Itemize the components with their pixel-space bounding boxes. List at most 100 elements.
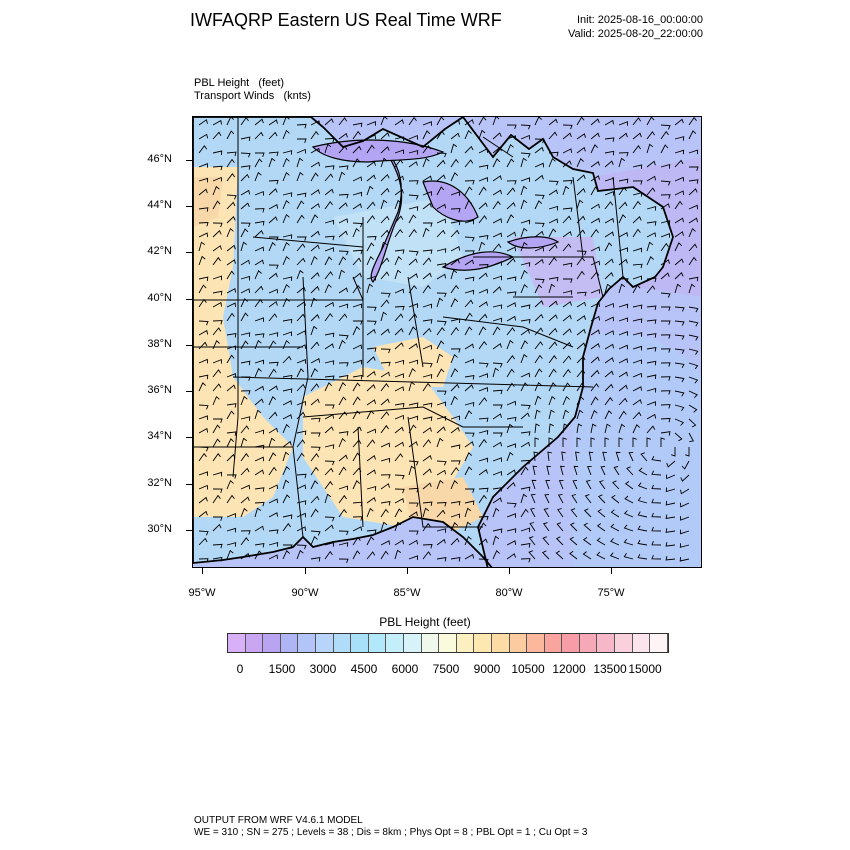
wind-barb xyxy=(380,271,390,280)
wind-barbs xyxy=(198,117,699,564)
wind-barb xyxy=(666,460,676,468)
wind-barb xyxy=(408,313,418,322)
wind-barb xyxy=(492,528,503,534)
wind-barb xyxy=(240,228,249,238)
wind-barb xyxy=(422,284,431,294)
colorbar-swatch xyxy=(280,634,299,652)
wind-barb xyxy=(660,334,671,339)
wind-barb xyxy=(478,522,487,532)
wind-barb xyxy=(618,423,626,434)
colorbar-swatch xyxy=(386,634,404,652)
wind-barb xyxy=(394,474,405,480)
wind-barb xyxy=(338,374,349,380)
wind-barb xyxy=(548,368,557,378)
wind-barb xyxy=(506,327,516,336)
wind-barb xyxy=(478,288,489,294)
wind-barb xyxy=(338,431,349,436)
wind-barb xyxy=(618,247,628,252)
wind-barb xyxy=(198,222,209,227)
wind-barb xyxy=(240,496,250,504)
wind-barb xyxy=(296,344,307,350)
wind-barb xyxy=(596,537,606,546)
wind-barb xyxy=(338,542,349,547)
wind-barb xyxy=(268,512,279,518)
wind-barb xyxy=(366,215,376,224)
wind-barb xyxy=(590,160,600,168)
wind-barb xyxy=(394,269,402,280)
wind-barb xyxy=(688,404,698,413)
colorbar-swatch xyxy=(491,634,510,652)
wind-barb xyxy=(226,431,237,436)
wind-barb xyxy=(548,118,558,126)
field2-name: Transport Winds xyxy=(194,90,275,102)
wind-barb xyxy=(492,389,503,395)
wind-barb xyxy=(688,418,697,428)
wind-barb xyxy=(506,187,516,196)
wind-barb xyxy=(310,466,319,476)
wind-barb xyxy=(282,522,291,532)
border-line xyxy=(292,276,309,538)
wind-barb xyxy=(464,535,472,546)
wind-barb xyxy=(366,256,374,266)
wind-barb xyxy=(226,216,236,224)
wind-barb xyxy=(338,530,349,536)
wind-barb xyxy=(408,402,419,407)
wind-barb xyxy=(436,248,447,253)
wind-barb xyxy=(380,540,391,546)
wind-barb xyxy=(254,444,265,450)
wind-barb xyxy=(394,313,404,322)
wind-barb xyxy=(408,555,418,560)
wind-barb xyxy=(422,191,433,196)
wind-barb xyxy=(394,175,405,182)
wind-barb xyxy=(674,306,685,312)
wind-barb xyxy=(464,375,475,380)
wind-barb xyxy=(478,516,489,521)
wind-barb xyxy=(366,144,375,154)
border-line xyxy=(572,176,584,258)
colorbar-label: 1500 xyxy=(268,662,296,676)
wind-barb xyxy=(618,331,629,336)
colorbar-swatch xyxy=(579,634,598,652)
wind-barb xyxy=(674,242,683,252)
wind-barb xyxy=(268,340,277,350)
wind-barb xyxy=(492,261,502,266)
wind-barb xyxy=(562,409,569,420)
wind-barb xyxy=(310,314,320,322)
wind-barb xyxy=(492,117,500,126)
wind-barb xyxy=(352,344,363,350)
wind-barb xyxy=(226,227,234,238)
wind-barb xyxy=(660,306,671,311)
wind-barb xyxy=(548,355,557,364)
wind-barb xyxy=(492,158,501,168)
wind-barb xyxy=(254,487,265,492)
wind-barb xyxy=(506,214,515,224)
wind-barb xyxy=(674,159,684,168)
wind-barb xyxy=(436,152,447,158)
wind-barb xyxy=(544,493,550,504)
wind-barb xyxy=(506,553,516,560)
wind-barb xyxy=(198,133,209,140)
wind-barb xyxy=(366,496,376,504)
wind-barb xyxy=(464,259,474,266)
wind-barb xyxy=(254,429,265,435)
wind-barb xyxy=(478,429,489,435)
wind-barb xyxy=(394,453,404,462)
wind-barb xyxy=(646,117,655,126)
wind-barb xyxy=(688,179,699,184)
wind-barb xyxy=(422,175,432,182)
wind-barb xyxy=(464,500,475,506)
wind-barb xyxy=(604,191,615,196)
wind-barb xyxy=(198,537,208,546)
wind-barb xyxy=(660,272,670,280)
wind-barb xyxy=(532,465,538,476)
wind-barb xyxy=(436,509,446,518)
lon-tick xyxy=(305,568,306,574)
wind-barb xyxy=(352,145,362,154)
wind-barb xyxy=(450,556,461,562)
wind-barb xyxy=(450,395,458,406)
wind-barb xyxy=(212,488,223,494)
wind-barb xyxy=(646,285,656,294)
wind-barb xyxy=(506,443,516,448)
wind-barb xyxy=(338,485,348,491)
wind-barb xyxy=(590,356,600,364)
